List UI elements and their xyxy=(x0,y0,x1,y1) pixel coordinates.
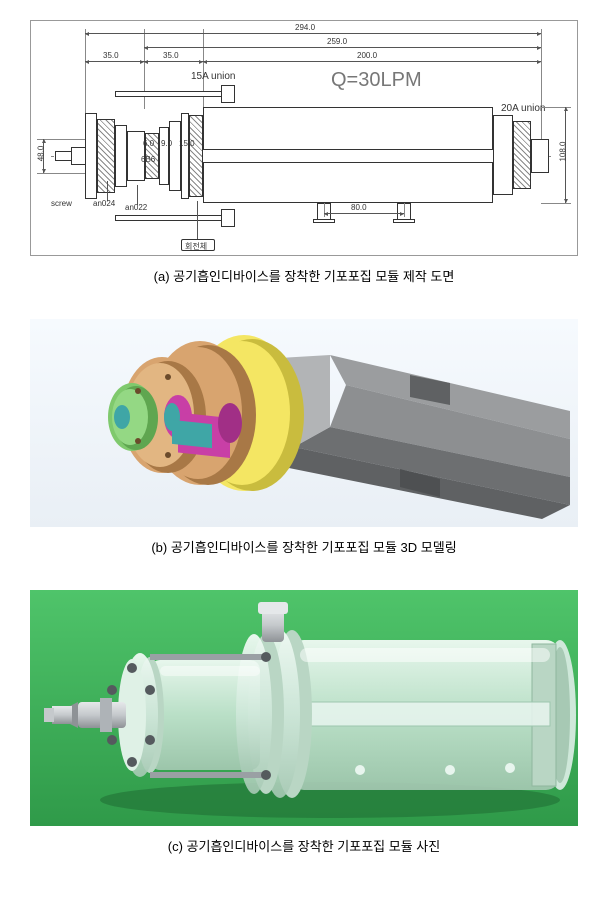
dim-6: 6.0 xyxy=(143,139,154,148)
caption-c: (c) 공기흡인디바이스를 장착한 기포포집 모듈 사진 xyxy=(30,836,578,855)
dim-294: 294.0 xyxy=(295,23,315,32)
photo-svg xyxy=(30,590,578,826)
dim-15: 15.0 xyxy=(179,139,195,148)
label-rotating: 회전체 xyxy=(185,241,207,252)
big-q-label: Q=30LPM xyxy=(331,69,422,92)
label-screw: screw xyxy=(51,199,72,208)
technical-drawing: 294.0 259.0 35.0 35.0 200.0 15A union Q=… xyxy=(30,20,578,256)
dim-259: 259.0 xyxy=(327,37,347,46)
model-3d-svg xyxy=(30,319,578,527)
dim-9: 9.0 xyxy=(161,139,172,148)
label-15a-union: 15A union xyxy=(191,71,236,82)
dim-48: 48.0 xyxy=(36,146,45,162)
dim-80: 80.0 xyxy=(351,203,367,212)
figure-a: 294.0 259.0 35.0 35.0 200.0 15A union Q=… xyxy=(30,20,578,285)
caption-b: (b) 공기흡인디바이스를 장착한 기포포집 모듈 3D 모델링 xyxy=(30,537,578,556)
label-20a-union: 20A union xyxy=(501,103,546,114)
label-6b6: 6B6 xyxy=(141,155,155,164)
figure-c: (c) 공기흡인디바이스를 장착한 기포포집 모듈 사진 xyxy=(30,590,578,855)
label-an024: an024 xyxy=(93,199,115,208)
dim-35b: 35.0 xyxy=(163,51,179,60)
model-3d xyxy=(30,319,578,527)
dim-108: 108.0 xyxy=(559,141,568,161)
label-an022: an022 xyxy=(125,203,147,212)
caption-a: (a) 공기흡인디바이스를 장착한 기포포집 모듈 제작 도면 xyxy=(30,266,578,285)
photo xyxy=(30,590,578,826)
dim-200: 200.0 xyxy=(357,51,377,60)
dim-35a: 35.0 xyxy=(103,51,119,60)
figure-b: (b) 공기흡인디바이스를 장착한 기포포집 모듈 3D 모델링 xyxy=(30,319,578,556)
